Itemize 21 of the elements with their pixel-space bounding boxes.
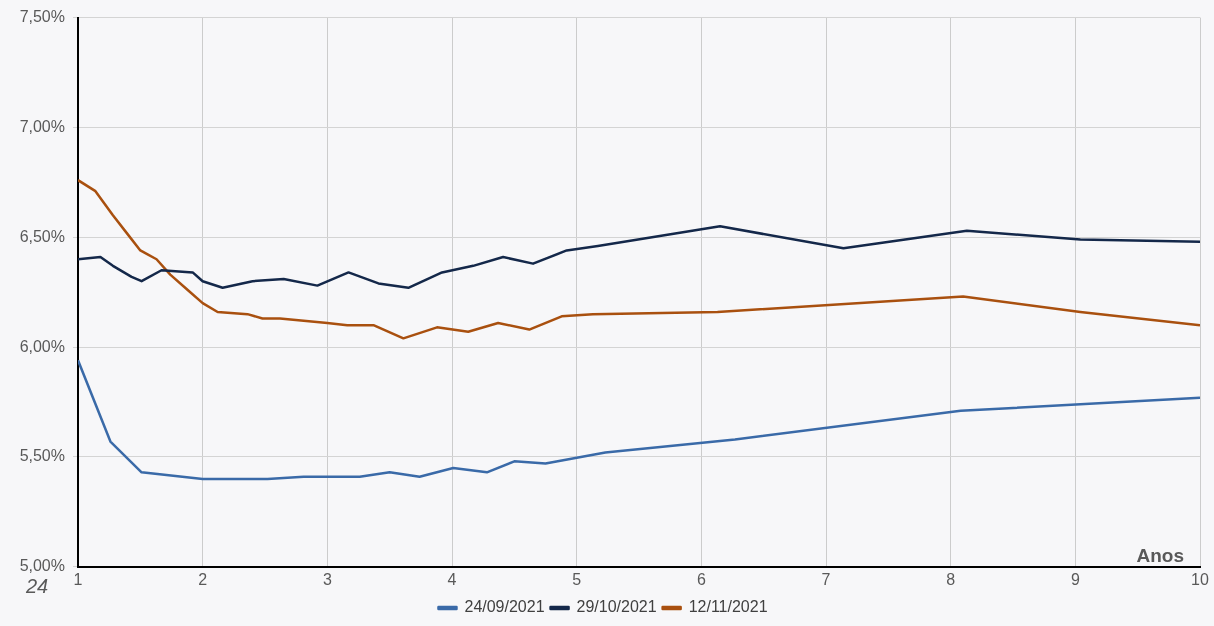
x-tick-label: 2 xyxy=(198,570,208,588)
legend-label: 24/09/2021 xyxy=(464,598,545,616)
x-tick-label: 1 xyxy=(73,570,83,588)
y-tick-label: 6,50% xyxy=(19,227,65,245)
y-tick-label: 7,00% xyxy=(19,117,65,135)
x-tick-label: 9 xyxy=(1070,570,1080,588)
x-tick-label: 4 xyxy=(447,570,457,588)
legend-label: 29/10/2021 xyxy=(576,598,657,616)
legend-label: 12/11/2021 xyxy=(688,598,768,616)
text: 24 xyxy=(25,574,49,597)
x-tick-label: 6 xyxy=(696,570,706,588)
x-tick-label: 7 xyxy=(821,570,831,588)
y-tick-label: 5,50% xyxy=(19,447,65,465)
y-tick-label: 5,00% xyxy=(19,557,65,575)
x-tick-label: 8 xyxy=(946,570,956,588)
x-axis-title: Anos xyxy=(1136,544,1184,566)
x-tick-label: 3 xyxy=(322,570,332,588)
y-tick-label: 6,00% xyxy=(19,337,65,355)
x-tick-label: 5 xyxy=(572,570,582,588)
y-tick-label: 7,50% xyxy=(19,8,65,26)
x-tick-label: 10 xyxy=(1191,570,1209,588)
